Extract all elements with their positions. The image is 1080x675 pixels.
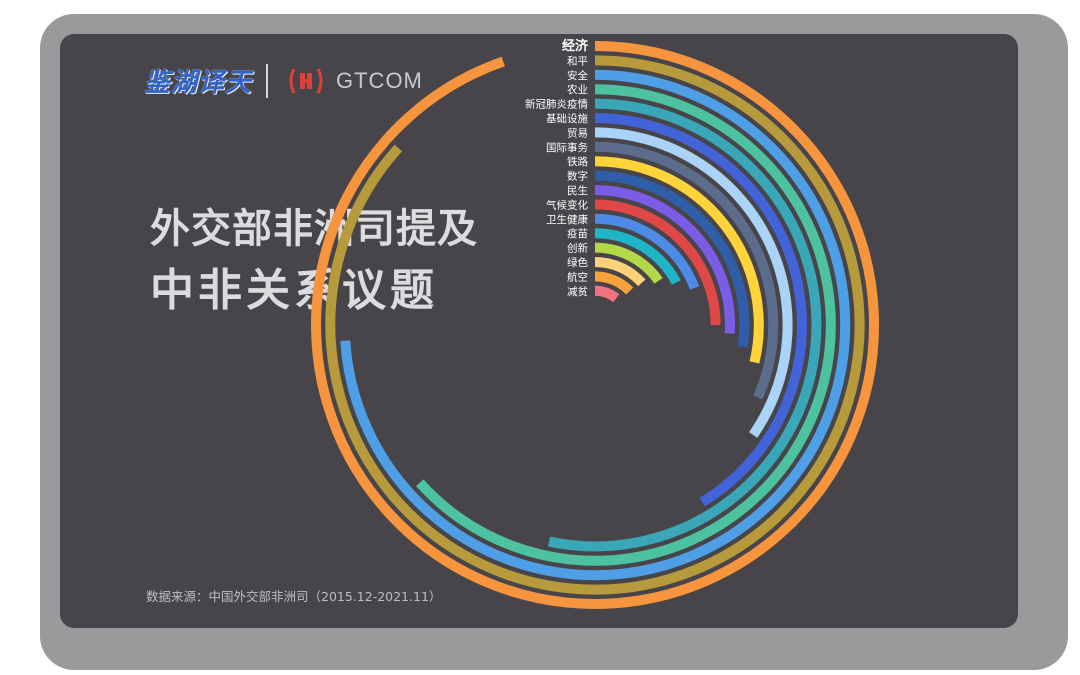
arc-bar-7 [594, 141, 779, 400]
arc-bar-9 [594, 170, 750, 348]
category-label-5: 基础设施 [546, 112, 588, 125]
logo-divider [266, 64, 268, 98]
arc-bar-14 [594, 242, 663, 284]
brand-logo-cn: 鉴湖译天 [144, 68, 253, 98]
arc-bar-16 [594, 271, 634, 295]
data-source-note: 数据来源：中国外交部非洲司（2015.12-2021.11） [146, 589, 442, 604]
category-label-1: 和平 [567, 55, 588, 67]
arc-bar-12 [594, 213, 700, 290]
category-label-2: 安全 [567, 69, 588, 82]
category-label-4: 新冠肺炎疫情 [525, 98, 588, 111]
arc-bar-4 [547, 98, 822, 552]
brand-logo-en: GTCOM [336, 68, 423, 93]
arc-bar-17 [594, 285, 620, 303]
arc-bar-6 [594, 127, 793, 438]
arc-bar-3 [416, 84, 836, 566]
arc-bar-13 [594, 228, 681, 285]
category-label-14: 创新 [567, 242, 588, 255]
category-label-11: 气候变化 [546, 198, 588, 211]
chart-title-line1: 外交部非洲司提及 [150, 206, 478, 252]
category-label-17: 减贫 [567, 285, 588, 298]
arc-bar-5 [594, 113, 807, 507]
category-label-15: 绿色 [567, 256, 588, 269]
arc-bar-10 [594, 185, 735, 334]
category-label-7: 国际事务 [546, 141, 588, 154]
category-label-10: 民生 [567, 184, 588, 197]
arc-bar-11 [594, 199, 721, 326]
category-label-3: 农业 [567, 83, 588, 96]
category-label-9: 数字 [567, 170, 588, 183]
category-label-8: 铁路 [567, 155, 588, 168]
arc-bar-8 [594, 156, 764, 364]
category-label-0: 经济 [562, 38, 589, 54]
category-label-16: 航空 [567, 270, 588, 283]
category-label-12: 卫生健康 [546, 213, 588, 226]
category-label-6: 贸易 [567, 127, 588, 139]
arc-bar-1 [325, 55, 865, 595]
arc-bar-0 [311, 41, 879, 609]
arc-bar-2 [340, 69, 851, 581]
gtcom-logo-icon [289, 68, 323, 94]
category-label-13: 疫苗 [567, 227, 588, 240]
arc-bar-15 [594, 257, 646, 287]
chart-title-line2: 中非关系议题 [150, 265, 438, 316]
